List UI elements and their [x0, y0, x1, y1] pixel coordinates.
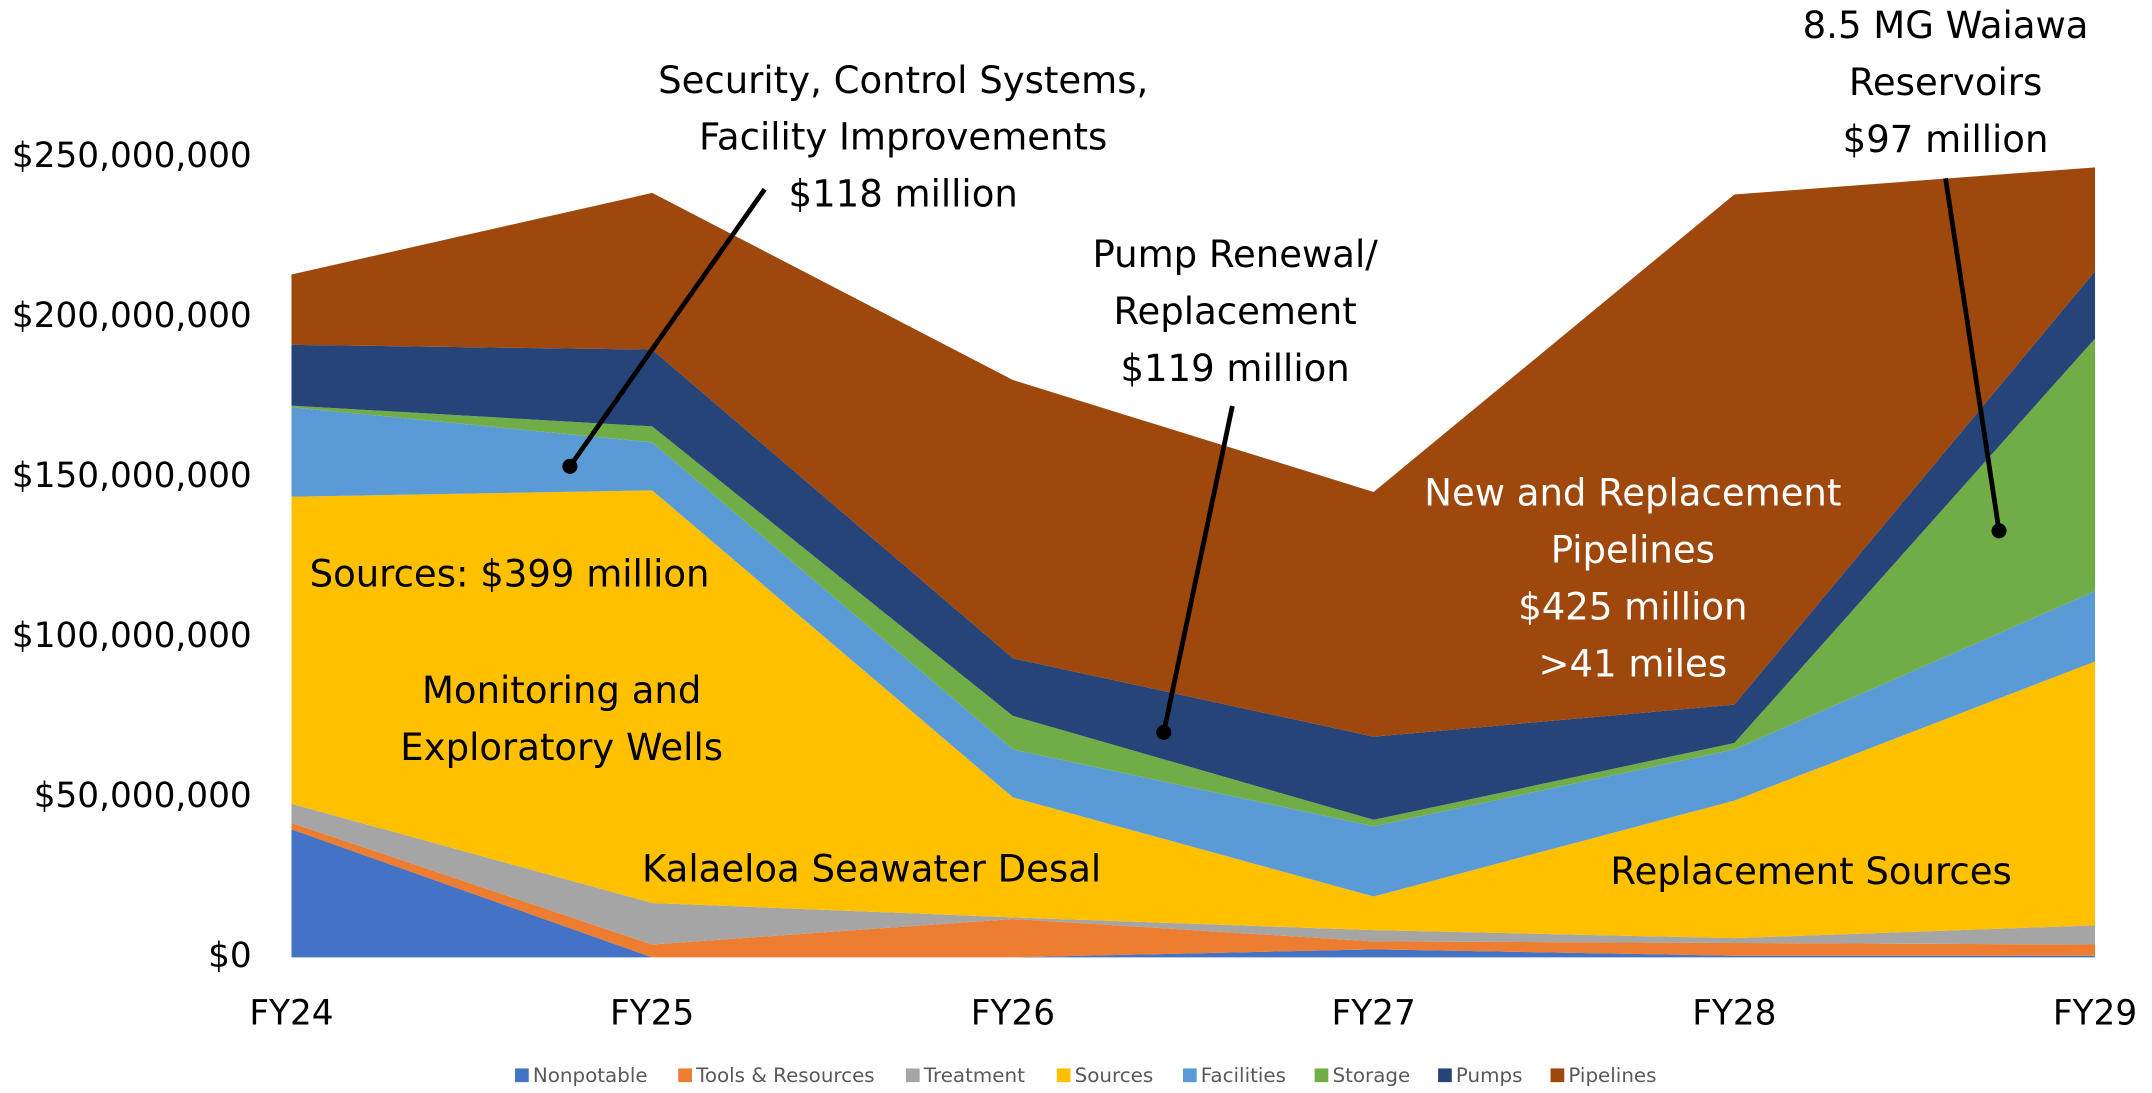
pointer-line: [567, 187, 767, 468]
legend-label: Pumps: [1456, 1064, 1523, 1087]
y-tick-label: $200,000,000: [12, 296, 252, 336]
annotation: Reservoirs: [1849, 61, 2042, 104]
legend-label: Treatment: [923, 1064, 1025, 1087]
annotation: Kalaeloa Seawater Desal: [642, 847, 1101, 890]
annotation: Exploratory Wells: [400, 726, 723, 769]
annotation: >41 miles: [1539, 642, 1728, 685]
pointer-dot: [1991, 523, 2007, 539]
legend-swatch: [1314, 1068, 1329, 1083]
legend-label: Facilities: [1201, 1064, 1286, 1087]
x-tick-label: FY28: [1692, 993, 1776, 1033]
legend-label: Sources: [1075, 1064, 1154, 1087]
legend-swatch: [1056, 1068, 1071, 1083]
legend-swatch: [1550, 1068, 1565, 1083]
annotation: $119 million: [1120, 347, 1349, 390]
legend-label: Storage: [1332, 1064, 1410, 1087]
legend-label: Nonpotable: [533, 1064, 648, 1087]
y-tick-label: $50,000,000: [34, 776, 252, 816]
x-tick-label: FY26: [971, 993, 1055, 1033]
area: [291, 407, 2096, 897]
pointer-dot: [1156, 724, 1172, 740]
legend-swatch: [905, 1068, 920, 1083]
annotation: Security, Control Systems,: [658, 59, 1148, 102]
area: [291, 829, 2096, 958]
pointer-line: [1161, 405, 1235, 733]
annotation: Monitoring and: [422, 669, 701, 712]
legend-label: Tools & Resources: [695, 1064, 875, 1087]
y-tick-label: $150,000,000: [12, 456, 252, 496]
legend-swatch: [1182, 1068, 1197, 1083]
area: [291, 822, 2096, 958]
area: [291, 167, 2096, 737]
y-tick-label: $100,000,000: [12, 616, 252, 656]
legend-swatch: [1438, 1068, 1452, 1083]
x-tick-label: FY27: [1331, 993, 1415, 1033]
pointer-line: [1943, 177, 2002, 532]
annotation: Sources: $399 million: [310, 553, 710, 596]
annotation: $97 million: [1843, 118, 2049, 161]
annotation: Pipelines: [1551, 529, 1715, 572]
annotation: Pump Renewal/: [1092, 233, 1378, 276]
x-tick-label: FY29: [2053, 993, 2137, 1033]
annotation: Replacement: [1113, 290, 1356, 333]
annotation: Replacement Sources: [1610, 850, 2011, 893]
legend-label: Pipelines: [1568, 1064, 1656, 1087]
annotation: New and Replacement: [1424, 472, 1841, 515]
x-tick-label: FY25: [610, 993, 694, 1033]
y-tick-label: $250,000,000: [12, 136, 252, 176]
pointer-dot: [562, 458, 578, 474]
x-tick-label: FY24: [249, 993, 333, 1033]
annotation: Facility Improvements: [699, 116, 1107, 159]
annotation: $118 million: [789, 173, 1018, 216]
legend-swatch: [515, 1068, 529, 1083]
area: [291, 490, 2096, 939]
area: [291, 803, 2096, 945]
area: [291, 271, 2096, 820]
annotation: 8.5 MG Waiawa: [1803, 4, 2089, 47]
annotation: $425 million: [1518, 585, 1747, 628]
y-tick-label: $0: [208, 936, 252, 976]
legend-swatch: [678, 1068, 692, 1083]
